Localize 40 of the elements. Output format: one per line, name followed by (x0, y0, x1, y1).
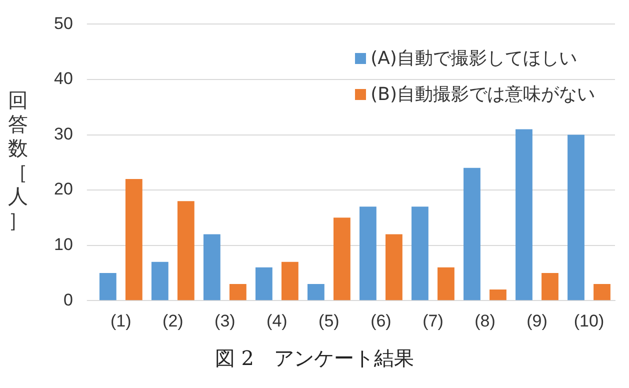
bar (151, 262, 168, 300)
bar (464, 168, 480, 300)
y-axis-title: 回答数［人］ (7, 88, 29, 232)
bar (334, 218, 350, 300)
legend-label: (B)自動撮影では意味がない (370, 83, 595, 106)
bar (99, 272, 116, 300)
y-tick-label: 50 (54, 14, 73, 33)
y-tick-label: 10 (54, 235, 73, 254)
bar (568, 134, 584, 300)
bar (281, 262, 298, 300)
x-tick-label: (6) (370, 311, 392, 330)
bar (594, 284, 610, 300)
bar (412, 206, 428, 300)
x-tick-label: (2) (162, 311, 184, 330)
x-tick-label: (7) (422, 311, 444, 330)
bar (360, 206, 376, 300)
x-tick-label: (1) (110, 311, 132, 330)
bar (203, 234, 220, 300)
y-tick-label: 0 (63, 290, 73, 310)
x-tick-label: (3) (214, 311, 236, 330)
bar (516, 129, 532, 300)
bar (438, 267, 454, 300)
x-tick-label: (4) (266, 311, 288, 330)
x-tick-label: (9) (526, 311, 548, 330)
bar (542, 272, 558, 300)
bar (255, 267, 272, 300)
bar (177, 201, 194, 300)
x-tick-label: (10) (574, 311, 604, 330)
y-tick-label: 20 (54, 180, 73, 199)
caption: 図 2 アンケート結果 (214, 345, 416, 372)
legend-label: (A)自動で撮影してほしい (370, 47, 578, 70)
y-tick-label: 30 (54, 124, 73, 144)
bar (490, 290, 506, 300)
x-tick-label: (8) (474, 311, 496, 330)
bar (125, 178, 142, 300)
y-tick-label: 40 (54, 69, 73, 88)
bar (229, 284, 246, 300)
x-tick-label: (5) (318, 311, 340, 330)
bar (307, 284, 324, 300)
bar (386, 234, 402, 300)
